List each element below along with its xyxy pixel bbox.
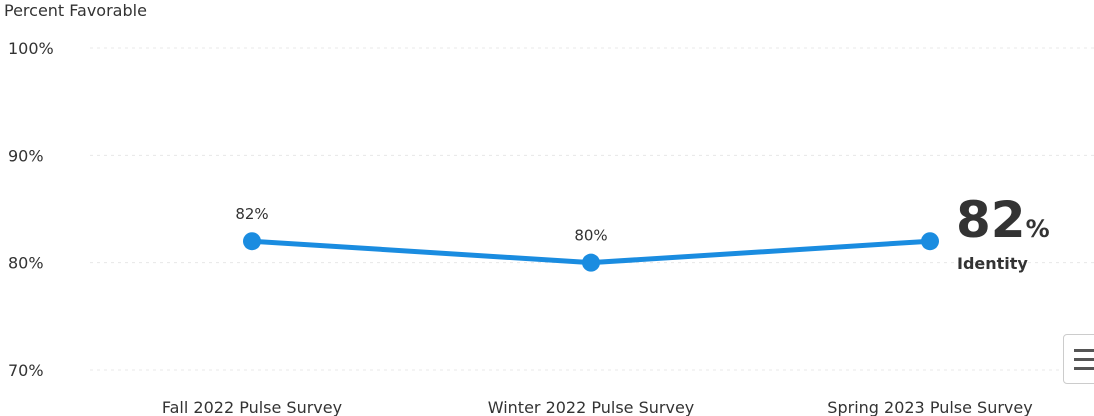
callout: 82% Identity	[956, 191, 1050, 273]
data-point[interactable]	[243, 232, 261, 251]
x-category-label: Winter 2022 Pulse Survey	[488, 398, 695, 416]
data-label: 82%	[235, 205, 268, 223]
x-category-label: Spring 2023 Pulse Survey	[827, 398, 1032, 416]
y-axis-title: Percent Favorable	[4, 1, 147, 20]
svg-text:82%: 82%	[956, 191, 1050, 249]
callout-label: Identity	[957, 254, 1028, 273]
callout-unit: %	[1026, 215, 1050, 243]
y-tick-label: 80%	[8, 254, 44, 273]
callout-value: 82	[956, 191, 1026, 249]
x-category-label: Fall 2022 Pulse Survey	[162, 398, 342, 416]
y-tick-label: 70%	[8, 361, 44, 380]
data-point[interactable]	[921, 232, 939, 251]
data-label: 80%	[574, 227, 607, 245]
y-tick-label: 100%	[8, 39, 54, 58]
y-tick-label: 90%	[8, 146, 44, 165]
data-point[interactable]	[582, 253, 600, 272]
chart-menu-button[interactable]	[1063, 334, 1094, 384]
